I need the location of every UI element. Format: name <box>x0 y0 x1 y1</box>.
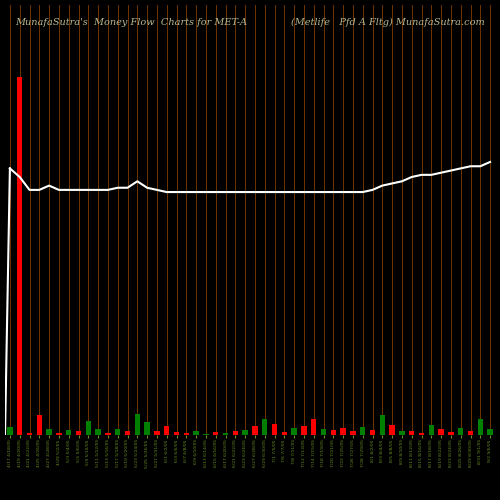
Bar <box>262 419 268 435</box>
Bar <box>184 433 189 435</box>
Bar <box>213 432 218 435</box>
Bar <box>272 424 277 435</box>
Bar <box>340 428 346 435</box>
Bar <box>86 422 91 435</box>
Bar <box>164 426 170 435</box>
Bar <box>105 433 110 435</box>
Bar <box>96 428 101 435</box>
Bar <box>194 432 199 435</box>
Bar <box>409 430 414 435</box>
Bar <box>419 433 424 435</box>
Text: MunafaSutra's  Money Flow  Charts for MET-A: MunafaSutra's Money Flow Charts for MET-… <box>15 18 247 27</box>
Bar <box>56 433 62 435</box>
Bar <box>428 425 434 435</box>
Bar <box>292 428 297 435</box>
Bar <box>321 428 326 435</box>
Bar <box>17 76 22 435</box>
Bar <box>478 419 483 435</box>
Bar <box>468 432 473 435</box>
Bar <box>380 415 385 435</box>
Bar <box>488 428 493 435</box>
Bar <box>144 422 150 435</box>
Bar <box>242 430 248 435</box>
Bar <box>301 426 306 435</box>
Bar <box>174 432 179 435</box>
Bar <box>36 416 42 435</box>
Bar <box>7 427 12 435</box>
Bar <box>399 432 404 435</box>
Bar <box>330 430 336 435</box>
Bar <box>223 433 228 435</box>
Bar <box>311 419 316 435</box>
Bar <box>134 414 140 435</box>
Bar <box>282 432 287 435</box>
Bar <box>203 434 208 435</box>
Bar <box>46 428 52 435</box>
Bar <box>154 432 160 435</box>
Bar <box>390 425 395 435</box>
Bar <box>370 430 375 435</box>
Bar <box>360 427 366 435</box>
Bar <box>232 432 238 435</box>
Bar <box>448 432 454 435</box>
Bar <box>115 428 120 435</box>
Text: (Metlife   Pfd A Fltg) MunafaSutra.com: (Metlife Pfd A Fltg) MunafaSutra.com <box>292 18 485 27</box>
Bar <box>66 430 71 435</box>
Bar <box>27 433 32 435</box>
Bar <box>458 428 464 435</box>
Bar <box>350 432 356 435</box>
Bar <box>76 432 81 435</box>
Bar <box>125 432 130 435</box>
Bar <box>438 428 444 435</box>
Bar <box>252 426 258 435</box>
